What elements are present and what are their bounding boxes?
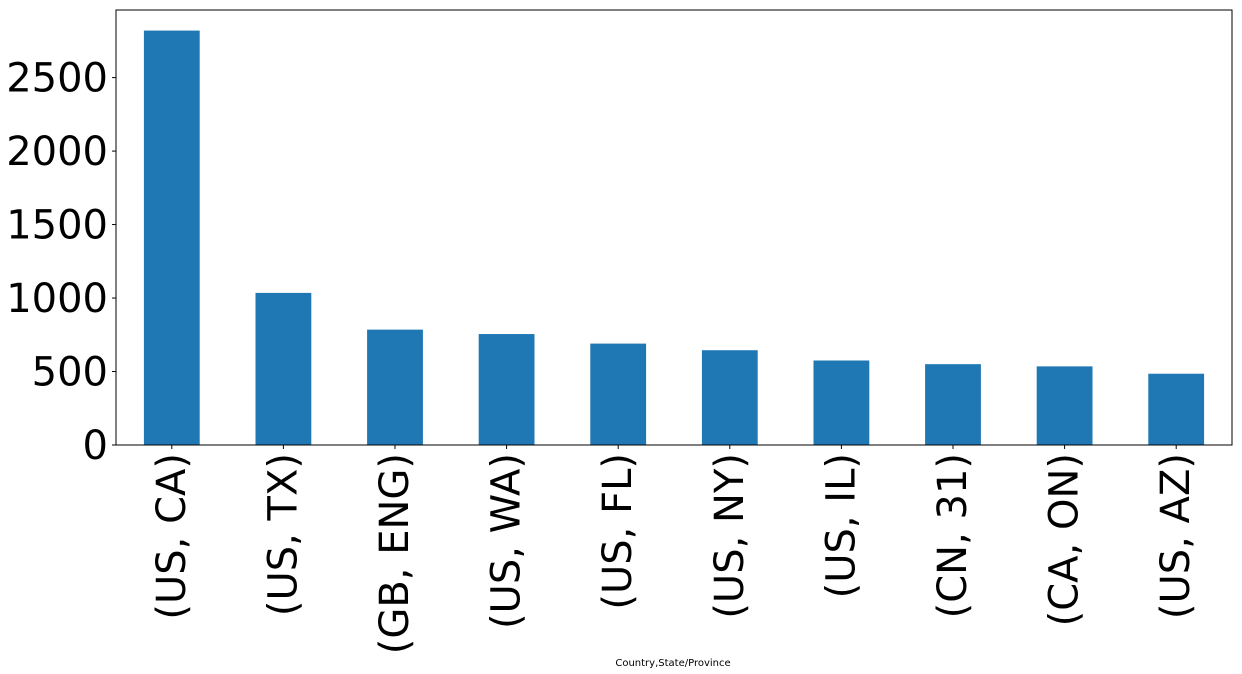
x-tick-label: (GB, ENG): [372, 453, 418, 654]
bar: [367, 329, 423, 445]
bar: [255, 292, 312, 445]
bar: [813, 360, 870, 445]
bar: [701, 350, 758, 445]
x-tick-label: (US, IL): [818, 453, 864, 598]
bar: [925, 364, 981, 445]
x-axis: (US, CA) (US, TX) (GB, ENG) (US, WA) (US, FL…: [149, 445, 1199, 654]
y-tick-label: 1500: [6, 203, 108, 249]
x-tick-label: (US, AZ): [1153, 453, 1199, 619]
x-axis-label: Country,State/Province: [615, 658, 730, 669]
x-tick-label: (US, CA): [149, 453, 195, 620]
y-tick-label: 0: [83, 423, 108, 469]
x-tick-label: (US, WA): [484, 453, 530, 629]
plot-frame: [115, 9, 1233, 446]
bar: [1036, 366, 1093, 445]
y-tick-label: 2000: [6, 129, 108, 175]
x-tick-label: (US, NY): [707, 453, 753, 619]
x-tick-label: (CN, 31): [930, 453, 976, 618]
bar: [478, 334, 535, 445]
y-axis: 0 500 1000 1500 2000 2500: [6, 56, 116, 469]
bar: [1148, 373, 1205, 445]
bars-group: [143, 30, 1205, 446]
bar: [143, 30, 200, 446]
y-tick-label: 2500: [6, 56, 108, 102]
bar: [590, 343, 647, 445]
y-tick-label: 500: [32, 350, 108, 396]
y-tick-label: 1000: [6, 276, 108, 322]
x-tick-label: (US, TX): [260, 453, 306, 616]
x-tick-label: (US, FL): [595, 453, 641, 610]
x-tick-label: (CA, ON): [1042, 453, 1088, 626]
